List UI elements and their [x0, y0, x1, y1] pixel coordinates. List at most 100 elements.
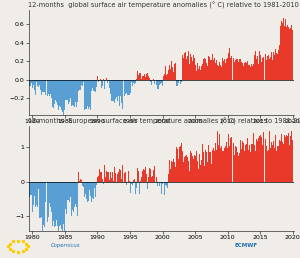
Bar	[260, 135, 261, 182]
Bar	[98, 80, 99, 82]
Bar	[260, 55, 261, 80]
Bar	[197, 161, 198, 182]
Bar	[268, 150, 269, 182]
Bar	[248, 64, 249, 80]
Bar	[206, 63, 207, 80]
Bar	[269, 131, 270, 182]
Bar	[104, 80, 105, 83]
Bar	[177, 149, 178, 182]
Bar	[115, 80, 116, 96]
Bar	[228, 53, 229, 80]
Bar	[145, 77, 146, 80]
Bar	[252, 66, 253, 80]
Bar	[69, 80, 70, 102]
Bar	[132, 182, 133, 185]
Bar	[38, 80, 39, 87]
Bar	[138, 75, 139, 80]
Bar	[292, 30, 293, 80]
Bar	[69, 182, 70, 202]
Bar	[179, 147, 180, 182]
Bar	[279, 45, 280, 80]
Bar	[42, 182, 43, 232]
Bar	[238, 156, 239, 182]
Bar	[80, 80, 81, 90]
Bar	[75, 182, 76, 204]
Bar	[203, 152, 204, 182]
Bar	[122, 165, 123, 182]
Bar	[269, 59, 270, 80]
Bar	[108, 80, 109, 81]
Bar	[227, 149, 228, 182]
Bar	[226, 153, 227, 182]
Bar	[171, 61, 172, 80]
Bar	[283, 142, 284, 182]
Bar	[266, 146, 267, 182]
Bar	[76, 80, 77, 107]
Bar	[47, 80, 48, 96]
Bar	[187, 165, 188, 182]
Bar	[61, 182, 62, 229]
Bar	[50, 80, 51, 94]
Bar	[278, 146, 279, 182]
Bar	[74, 182, 75, 207]
Bar	[36, 182, 37, 205]
Bar	[262, 58, 263, 80]
Bar	[191, 153, 192, 182]
Bar	[229, 48, 230, 80]
Bar	[94, 182, 95, 188]
Bar	[95, 182, 96, 197]
Bar	[223, 61, 224, 80]
Bar	[130, 182, 131, 185]
Bar	[196, 71, 197, 80]
Bar	[37, 80, 38, 86]
Bar	[233, 143, 234, 182]
Bar	[85, 182, 86, 187]
Bar	[271, 52, 272, 80]
Bar	[78, 80, 79, 81]
Bar	[103, 79, 104, 80]
Bar	[166, 182, 167, 186]
Bar	[90, 80, 91, 110]
Bar	[58, 182, 59, 232]
Bar	[155, 79, 156, 80]
Bar	[35, 80, 36, 95]
Bar	[46, 80, 47, 94]
Bar	[156, 177, 157, 182]
Bar	[128, 172, 129, 182]
Bar	[29, 80, 30, 86]
Bar	[279, 140, 280, 182]
Bar	[288, 27, 289, 80]
Bar	[258, 138, 259, 182]
Bar	[281, 134, 282, 182]
Bar	[290, 32, 291, 80]
Bar	[92, 182, 93, 198]
Bar	[173, 159, 174, 182]
Bar	[159, 182, 160, 186]
Bar	[148, 176, 149, 182]
Bar	[63, 182, 64, 224]
Bar	[245, 62, 246, 80]
Bar	[187, 60, 188, 80]
Bar	[234, 155, 235, 182]
Bar	[146, 174, 147, 182]
Bar	[74, 80, 75, 107]
Bar	[41, 80, 42, 95]
Bar	[224, 59, 225, 80]
Bar	[30, 182, 31, 195]
Bar	[213, 60, 214, 80]
Bar	[185, 52, 186, 80]
Bar	[151, 176, 152, 182]
Bar	[27, 182, 28, 196]
Bar	[172, 67, 173, 80]
Bar	[104, 171, 105, 182]
Bar	[97, 182, 98, 188]
Bar	[110, 80, 111, 94]
Bar	[99, 80, 100, 81]
Bar	[117, 174, 118, 182]
Bar	[243, 66, 244, 80]
Bar	[258, 64, 259, 80]
Bar	[275, 49, 276, 80]
Bar	[123, 170, 124, 182]
Bar	[259, 136, 260, 182]
Bar	[157, 182, 158, 187]
